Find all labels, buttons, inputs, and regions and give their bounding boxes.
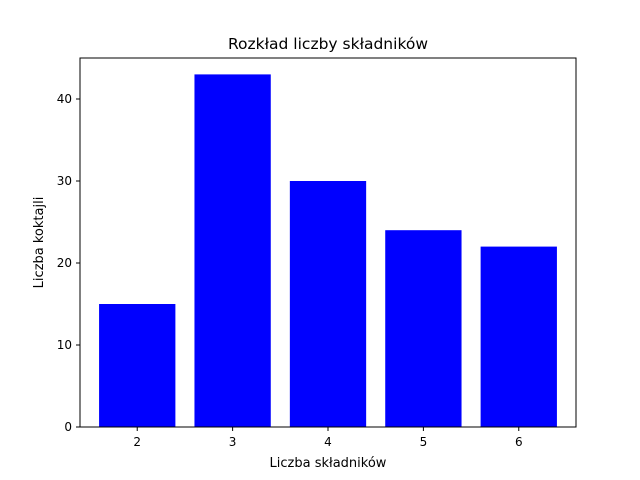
x-axis-label: Liczba składników [270, 456, 387, 471]
plot-area: 2 3 4 5 6 0 10 20 30 40 [57, 74, 557, 449]
y-tick-label: 10 [57, 338, 72, 352]
x-tick-label: 5 [420, 435, 428, 449]
bar-2 [99, 304, 176, 427]
y-axis-label: Liczba koktajli [32, 197, 47, 289]
bar-5 [385, 230, 462, 427]
bar-3 [194, 74, 271, 428]
x-tick-label: 2 [133, 435, 141, 449]
x-tick-label: 3 [229, 435, 237, 449]
bar-6 [480, 246, 557, 427]
y-tick-label: 40 [57, 92, 72, 106]
bar-4 [289, 181, 367, 427]
chart-title: Rozkład liczby składników [228, 35, 428, 53]
y-tick-label: 20 [57, 256, 72, 270]
y-tick-label: 0 [64, 420, 72, 434]
y-tick-label: 30 [57, 174, 72, 188]
x-tick-label: 6 [515, 435, 523, 449]
x-tick-label: 4 [324, 435, 332, 449]
plot-frame [79, 57, 577, 428]
